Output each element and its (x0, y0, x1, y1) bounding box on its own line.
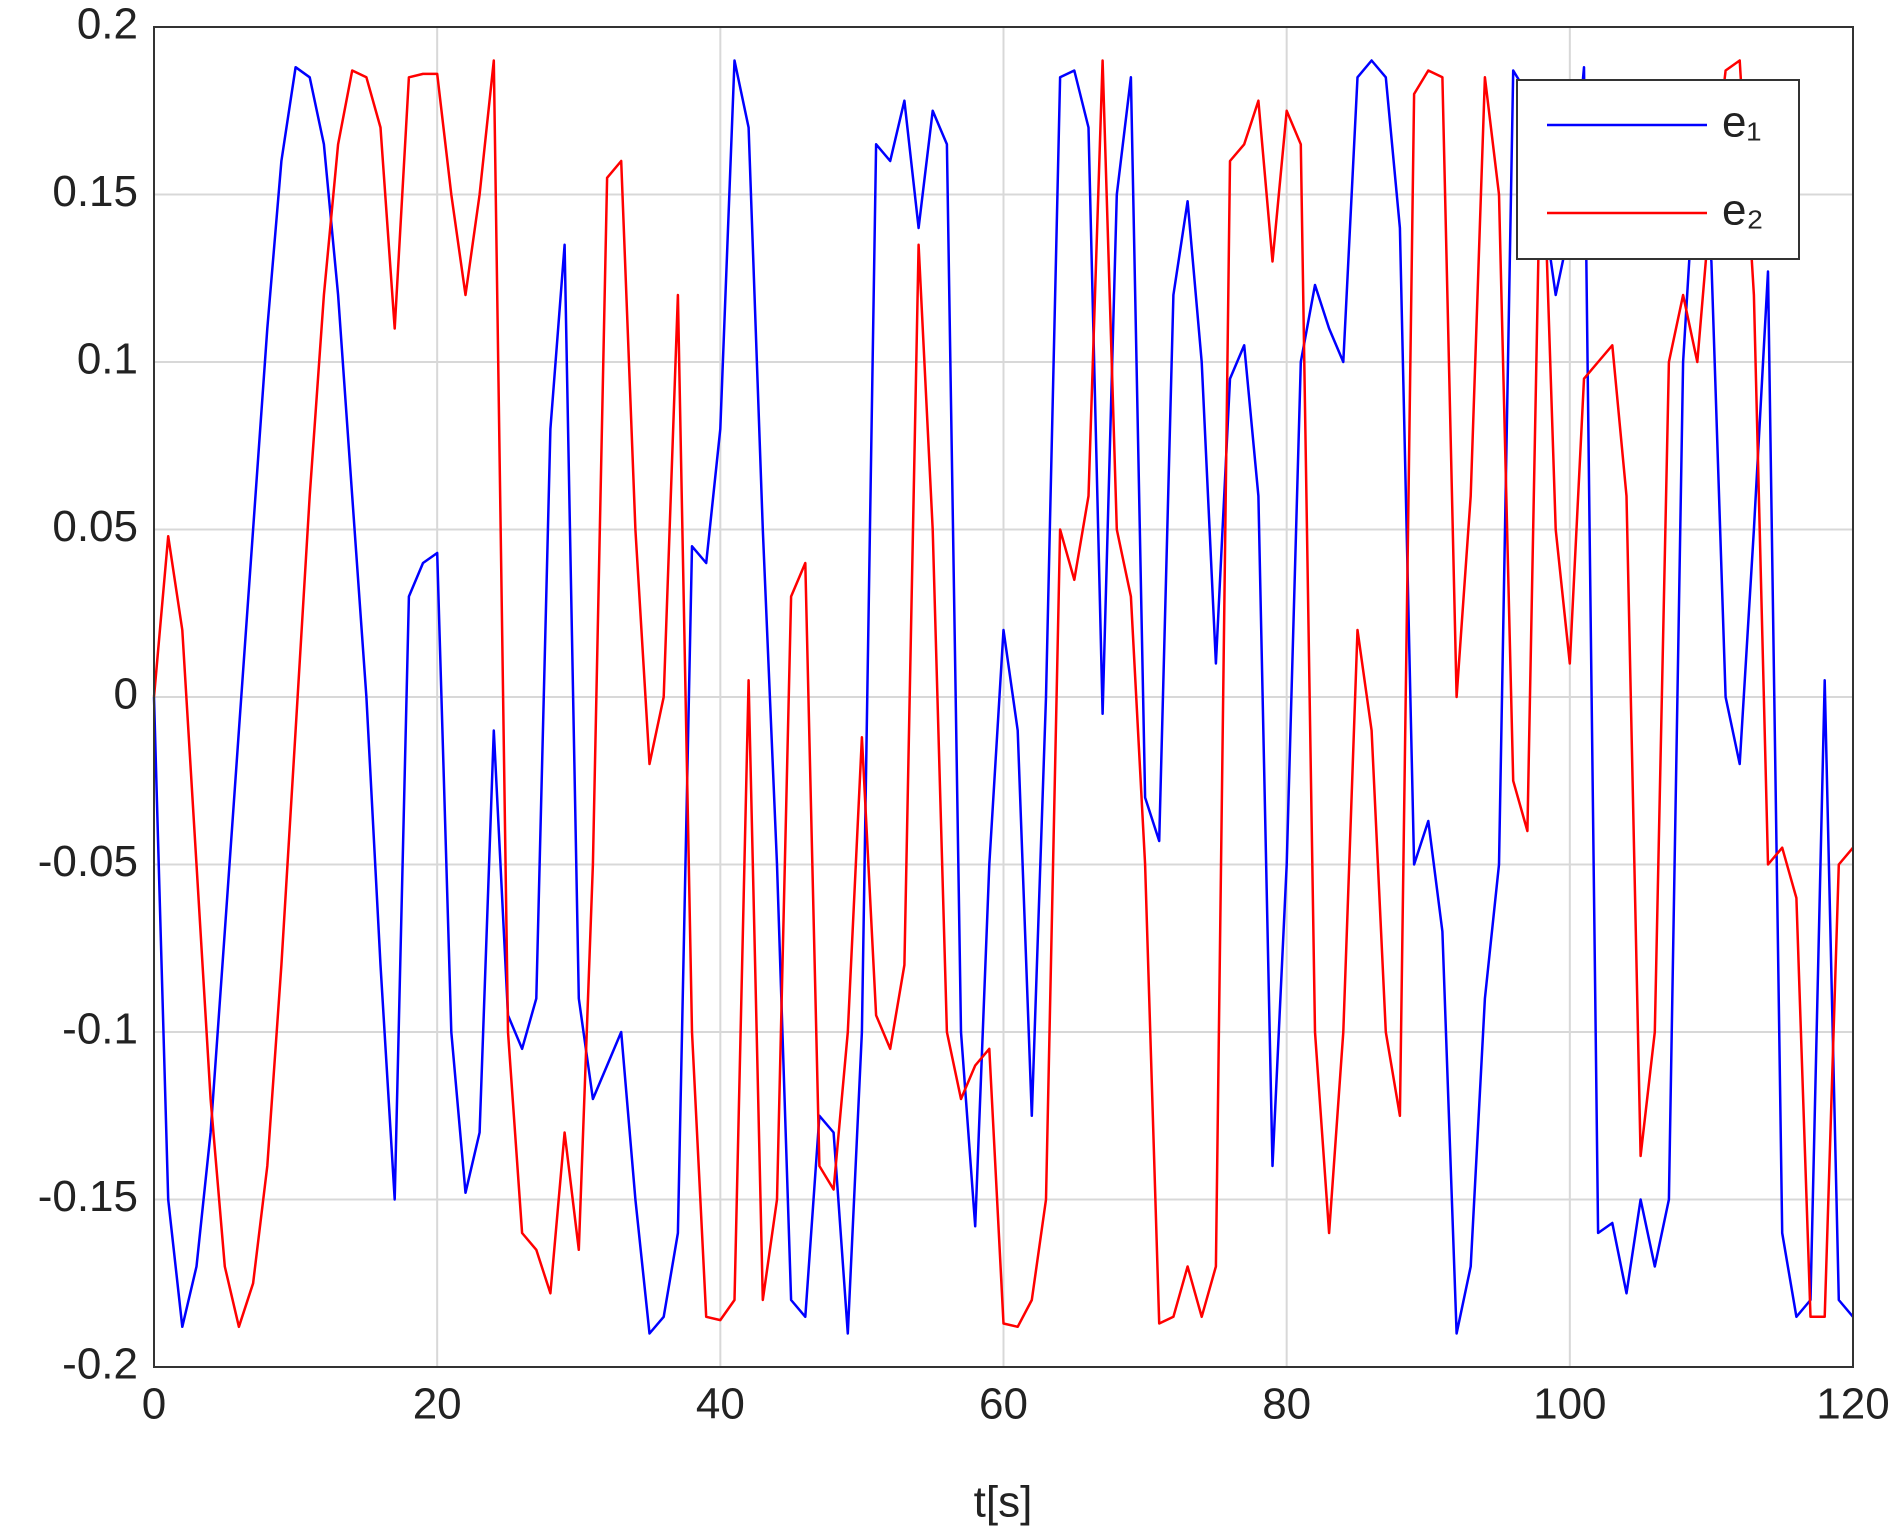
y-tick-label: 0.15 (52, 167, 138, 216)
y-tick-label: 0.1 (77, 335, 138, 384)
x-tick-label: 0 (142, 1380, 166, 1429)
x-tick-label: 80 (1262, 1380, 1311, 1429)
y-tick-label: -0.1 (62, 1005, 138, 1054)
x-tick-label: 100 (1533, 1380, 1606, 1429)
y-tick-label: 0.2 (77, 0, 138, 49)
y-tick-label: -0.2 (62, 1340, 138, 1389)
x-tick-label: 60 (979, 1380, 1028, 1429)
x-tick-label: 20 (413, 1380, 462, 1429)
plot-border (153, 26, 1854, 1368)
legend-label: e₂ (1722, 186, 1764, 235)
x-axis-label: t[s] (974, 1478, 1033, 1527)
y-tick-label: -0.05 (38, 837, 138, 886)
line (152, 59, 1854, 1329)
x-tick-label: 40 (696, 1380, 745, 1429)
legend-label: e₁ (1722, 98, 1761, 147)
legend-box (1516, 79, 1800, 260)
y-tick-label: 0.05 (52, 502, 138, 551)
x-tick-label: 120 (1816, 1380, 1889, 1429)
y-tick-label: 0 (114, 670, 138, 719)
y-tick-label: -0.15 (38, 1172, 138, 1221)
